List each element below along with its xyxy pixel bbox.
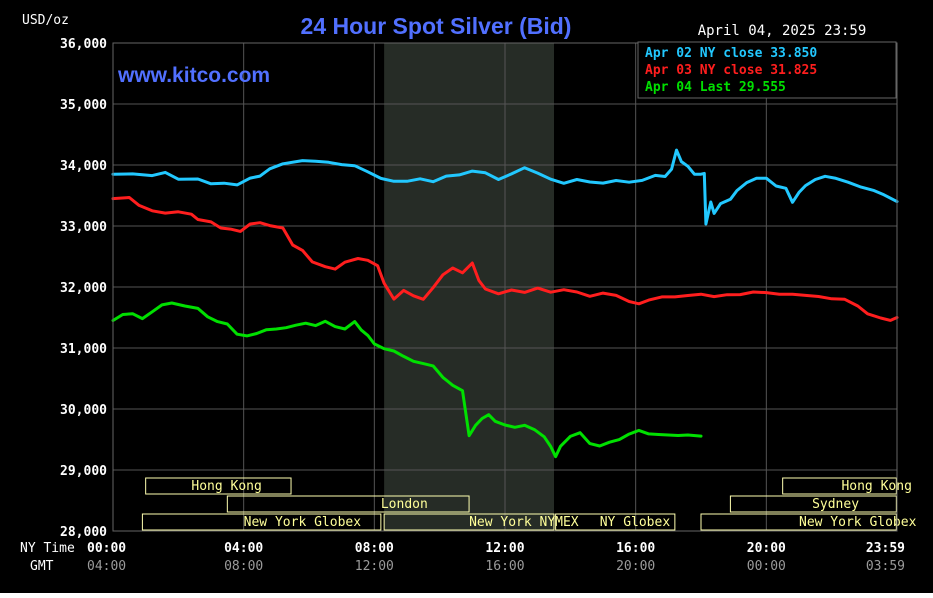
x-tick-label-gmt: 12:00 xyxy=(355,559,394,574)
ny-time-label: NY Time xyxy=(20,541,75,556)
session-label: New York Globex xyxy=(799,515,917,530)
x-tick-label-gmt: 04:00 xyxy=(87,559,126,574)
chart-title: 24 Hour Spot Silver (Bid) xyxy=(301,13,572,39)
y-tick-label: 35,000 xyxy=(60,98,107,113)
y-tick-label: 32,000 xyxy=(60,281,107,296)
y-tick-label: 29,000 xyxy=(60,464,107,479)
session-label: New York NYMEX xyxy=(469,515,579,530)
x-tick-label-ny: 04:00 xyxy=(224,541,263,556)
session-box xyxy=(226,495,470,513)
x-tick-label-ny: 20:00 xyxy=(747,541,786,556)
x-tick-label-ny: 16:00 xyxy=(616,541,655,556)
legend: Apr 02 NY close 33.850 Apr 03 NY close 3… xyxy=(637,41,897,99)
series-line-2 xyxy=(111,301,703,459)
x-tick-label-gmt: 16:00 xyxy=(485,559,524,574)
x-tick-label-ny: 08:00 xyxy=(355,541,394,556)
session-label: Hong Kong xyxy=(841,479,911,494)
chart-timestamp: April 04, 2025 23:59 xyxy=(698,23,867,39)
x-tick-label-ny: 23:59 xyxy=(866,541,905,556)
x-tick-label-gmt: 20:00 xyxy=(616,559,655,574)
session-box xyxy=(782,477,897,495)
y-tick-label: 28,000 xyxy=(60,525,107,540)
plot-frame xyxy=(112,42,898,532)
session-box xyxy=(555,513,676,531)
x-tick-label-gmt: 08:00 xyxy=(224,559,263,574)
website-label: www.kitco.com xyxy=(117,64,270,87)
legend-entry-apr02: Apr 02 NY close 33.850 xyxy=(645,46,817,61)
session-label: New York Globex xyxy=(244,515,362,530)
session-label: London xyxy=(381,497,428,512)
session-box xyxy=(700,513,897,531)
gmt-label: GMT xyxy=(30,559,54,574)
legend-entry-apr03: Apr 03 NY close 31.825 xyxy=(645,63,817,78)
x-tick-label-gmt: 03:59 xyxy=(866,559,905,574)
x-tick-label-ny: 12:00 xyxy=(485,541,524,556)
session-label: NY Globex xyxy=(600,515,671,530)
units-label: USD/oz xyxy=(22,13,69,28)
series-lines xyxy=(111,148,899,459)
legend-frame xyxy=(637,41,897,99)
session-label: Sydney xyxy=(812,497,859,512)
x-tick-label-gmt: 00:00 xyxy=(747,559,786,574)
y-axis-ticks: 28,000 29,000 30,000 31,000 32,000 33,000 34,0… xyxy=(60,37,107,540)
series-line-0 xyxy=(111,148,899,226)
y-tick-label: 31,000 xyxy=(60,342,107,357)
y-tick-label: 30,000 xyxy=(60,403,107,418)
x-axis-ticks: 00:00 04:00 08:00 12:00 16:00 20:00 23:59 04:00… xyxy=(87,541,905,574)
legend-entry-apr04: Apr 04 Last 29.555 xyxy=(645,80,786,95)
session-label: Hong Kong xyxy=(191,479,261,494)
y-tick-label: 34,000 xyxy=(60,159,107,174)
market-sessions: Hong Kong Hong Kong London Sydney New York G… xyxy=(141,477,917,531)
session-box xyxy=(729,495,897,513)
session-box xyxy=(145,477,292,495)
session-box xyxy=(141,513,382,531)
y-tick-label: 36,000 xyxy=(60,37,107,52)
y-tick-label: 33,000 xyxy=(60,220,107,235)
series-line-1 xyxy=(111,196,899,322)
session-box xyxy=(383,513,555,531)
x-tick-label-ny: 00:00 xyxy=(87,541,126,556)
